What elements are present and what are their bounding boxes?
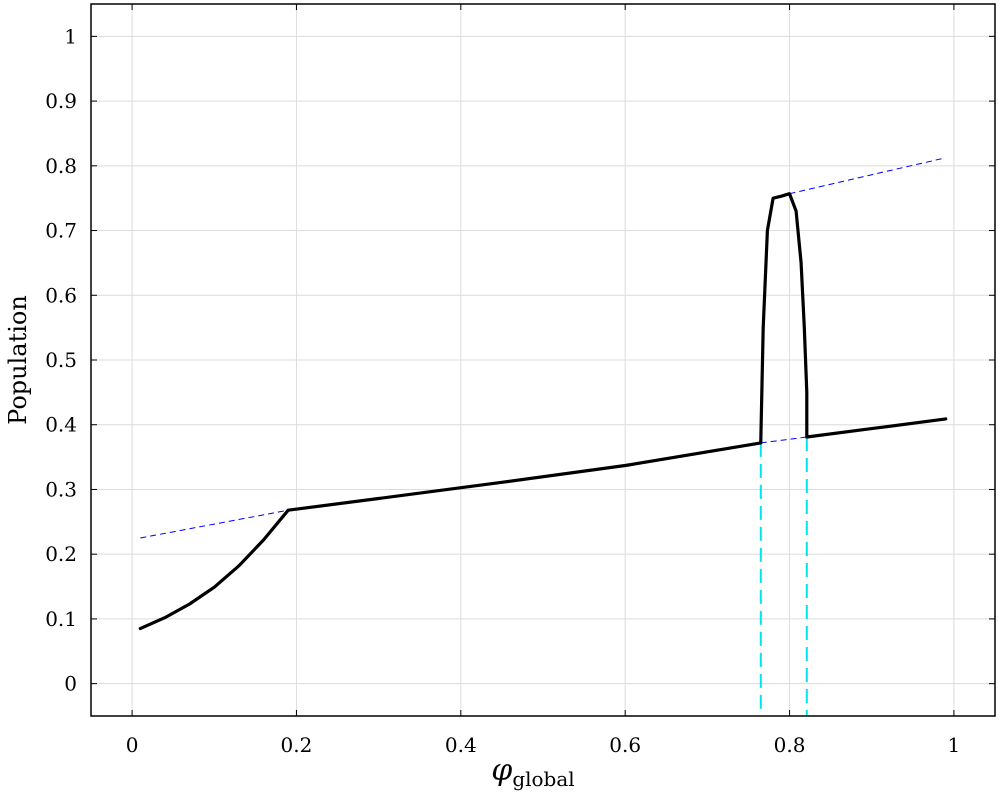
x-tick-label-0: 0 — [126, 733, 139, 757]
y-axis-label: Population — [4, 295, 32, 425]
x-axis-label-symbol: φ — [491, 753, 512, 788]
series-0-line — [138, 192, 948, 631]
y-tick-label-8: 0.8 — [45, 154, 77, 178]
x-tick-label-5: 1 — [948, 733, 961, 757]
series-1-line — [140, 509, 289, 539]
tick-labels: 0 0.2 0.4 0.6 0.8 1 0 0.1 0.2 0.3 0.4 0.5 0.6 0.7 0.8 0… — [45, 24, 960, 757]
x-tick-label-2: 0.4 — [445, 733, 477, 757]
y-tick-label-3: 0.3 — [45, 477, 77, 501]
y-tick-label-5: 0.5 — [45, 348, 77, 372]
x-axis-label-subscript: global — [512, 767, 574, 791]
y-tick-label-7: 0.7 — [45, 219, 77, 243]
x-tick-label-4: 0.8 — [774, 733, 806, 757]
y-tick-label-10: 1 — [64, 24, 77, 48]
x-axis-label: φglobal — [491, 753, 574, 791]
y-tick-label-4: 0.4 — [45, 413, 77, 437]
grid — [91, 4, 995, 716]
series-layer — [138, 158, 948, 716]
y-tick-label-1: 0.1 — [45, 607, 77, 631]
x-tick-label-1: 0.2 — [281, 733, 313, 757]
x-tick-label-3: 0.6 — [609, 733, 641, 757]
ticks — [91, 4, 995, 716]
series-2-line — [760, 436, 807, 444]
y-tick-label-2: 0.2 — [45, 542, 77, 566]
series-3-line — [789, 158, 942, 195]
y-tick-label-0: 0 — [64, 672, 77, 696]
y-tick-label-9: 0.9 — [45, 89, 77, 113]
y-tick-label-6: 0.6 — [45, 283, 77, 307]
